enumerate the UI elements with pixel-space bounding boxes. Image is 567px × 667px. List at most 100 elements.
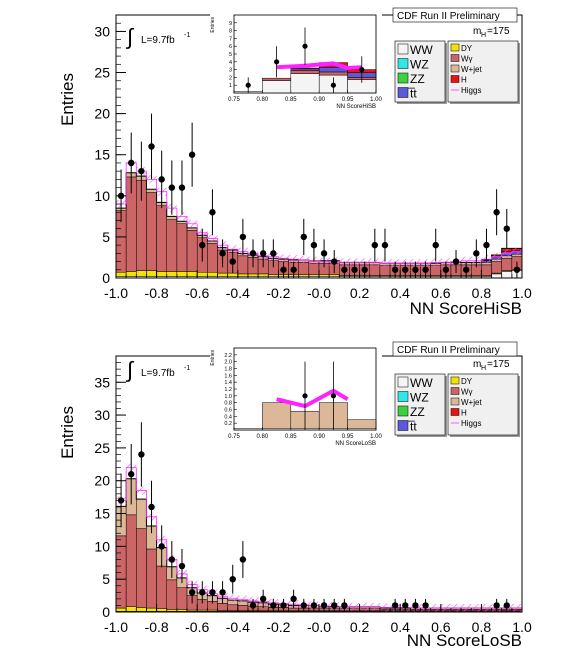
inset-data-point bbox=[330, 393, 336, 399]
data-point bbox=[128, 470, 135, 478]
data-point bbox=[229, 258, 236, 265]
luminosity-exponent: -1 bbox=[184, 32, 190, 39]
legend-swatch bbox=[397, 58, 409, 69]
inset-y-tick-label: 9 bbox=[229, 21, 232, 27]
legend-swatch bbox=[450, 64, 460, 73]
inset-y-axis-label: Entries bbox=[210, 350, 216, 366]
hist-bar-dy bbox=[176, 271, 188, 277]
y-tick-label: 10 bbox=[94, 538, 110, 554]
inset-y-tick-label: 1.0 bbox=[224, 394, 232, 400]
inset-data-point bbox=[359, 67, 365, 73]
data-point bbox=[158, 176, 165, 183]
inset-data-point bbox=[302, 393, 308, 399]
hist-bar-w bbox=[227, 604, 239, 611]
hist-bar-w bbox=[217, 603, 228, 611]
legend-swatch bbox=[450, 387, 460, 395]
data-point bbox=[229, 575, 236, 583]
hist-bar-dy bbox=[257, 273, 269, 277]
x-tick-label: -0.6 bbox=[185, 285, 209, 301]
data-point bbox=[239, 233, 247, 241]
inset-data-point bbox=[302, 43, 308, 49]
data-point bbox=[188, 589, 196, 596]
inset-y-axis-label: Entries bbox=[210, 17, 216, 33]
inset-x-tick-label: 0.80 bbox=[257, 434, 269, 440]
legend-box-right bbox=[447, 373, 519, 436]
legend-label: WZ bbox=[410, 58, 429, 72]
y-tick-label: 25 bbox=[94, 440, 110, 456]
data-point bbox=[493, 602, 500, 609]
inset-data-point bbox=[330, 82, 336, 88]
data-point bbox=[239, 556, 247, 563]
inset-y-tick-label: 8 bbox=[229, 29, 232, 35]
data-point bbox=[178, 184, 186, 191]
inset-hist-bar bbox=[290, 73, 320, 94]
data-point bbox=[219, 250, 226, 257]
hist-bar-w bbox=[186, 230, 198, 272]
inset-x-tick-label: 0.95 bbox=[342, 97, 354, 103]
inset-y-tick-label: 0.4 bbox=[224, 414, 232, 420]
y-tick-label: 30 bbox=[94, 407, 110, 423]
data-point bbox=[412, 266, 419, 273]
data-point bbox=[280, 602, 287, 609]
data-point bbox=[412, 602, 419, 609]
legend-swatch bbox=[397, 43, 409, 55]
x-axis-label: NN ScoreHiSB bbox=[410, 299, 522, 318]
inset-y-tick-label: 3 bbox=[229, 68, 232, 74]
x-tick-label: 0.4 bbox=[390, 619, 410, 635]
inset-hist-bar bbox=[262, 77, 292, 81]
hist-bar-w bbox=[166, 579, 178, 610]
x-tick-label: -0.2 bbox=[266, 285, 290, 301]
x-tick-label: 0.6 bbox=[431, 619, 451, 635]
hist-bar-w bbox=[166, 219, 178, 272]
hist-bar-w bbox=[288, 607, 299, 611]
mass-label-sub: H bbox=[481, 365, 486, 372]
legend-label: H bbox=[461, 409, 467, 418]
y-tick-label: 0 bbox=[102, 604, 110, 620]
inset-hist-bar bbox=[290, 70, 320, 74]
legend-label: WW bbox=[410, 376, 433, 390]
hist-bar-dy bbox=[166, 609, 178, 612]
hist-bar-w bbox=[430, 265, 442, 276]
data-point bbox=[300, 233, 307, 241]
data-point bbox=[442, 266, 450, 273]
hist-bar-dy bbox=[166, 271, 178, 277]
hist-bar-w+jet bbox=[136, 498, 147, 529]
data-point bbox=[483, 241, 490, 249]
inset-hist-bar bbox=[262, 402, 292, 429]
x-tick-label: 0.2 bbox=[350, 619, 370, 635]
x-tick-label: -0.2 bbox=[266, 619, 290, 635]
inset-y-tick-label: 1.8 bbox=[224, 367, 232, 373]
header-label: CDF Run II Preliminary bbox=[397, 345, 500, 356]
inset-y-tick-label: 1.4 bbox=[224, 380, 232, 386]
hist-bar-w bbox=[308, 262, 320, 275]
hist-bar-w bbox=[237, 255, 249, 275]
y-tick-label: 15 bbox=[94, 147, 110, 163]
luminosity-label: L=9.7fb bbox=[141, 368, 175, 379]
x-tick-label: -0.0 bbox=[307, 285, 331, 301]
hist-bar-dy bbox=[136, 270, 147, 277]
legend-swatch bbox=[397, 376, 409, 388]
inset-higgs-line bbox=[276, 61, 362, 71]
inset-y-tick-label: 0.8 bbox=[224, 401, 232, 407]
data-point bbox=[361, 266, 368, 273]
data-point bbox=[209, 589, 216, 596]
inset-higgs-line bbox=[276, 388, 349, 409]
x-tick-label: 0.4 bbox=[390, 285, 410, 301]
data-point bbox=[209, 209, 216, 216]
x-tick-label: -0.8 bbox=[145, 619, 169, 635]
legend-swatch bbox=[450, 43, 460, 52]
data-point bbox=[391, 266, 399, 273]
legend-swatch bbox=[397, 420, 409, 431]
hist-bar-dy bbox=[176, 609, 188, 612]
y-axis-label: Entries bbox=[58, 73, 77, 126]
legend-swatch bbox=[397, 391, 409, 402]
data-point bbox=[290, 266, 297, 273]
x-tick-label: -0.8 bbox=[145, 285, 169, 301]
legend-swatch bbox=[450, 408, 460, 416]
data-point bbox=[371, 241, 379, 249]
y-tick-label: 25 bbox=[94, 65, 110, 81]
legend-label: t̅t bbox=[408, 87, 418, 101]
inset-y-tick-label: 1.2 bbox=[224, 387, 232, 393]
hist-bar-w bbox=[125, 514, 137, 607]
hist-bar-dy bbox=[125, 606, 137, 612]
